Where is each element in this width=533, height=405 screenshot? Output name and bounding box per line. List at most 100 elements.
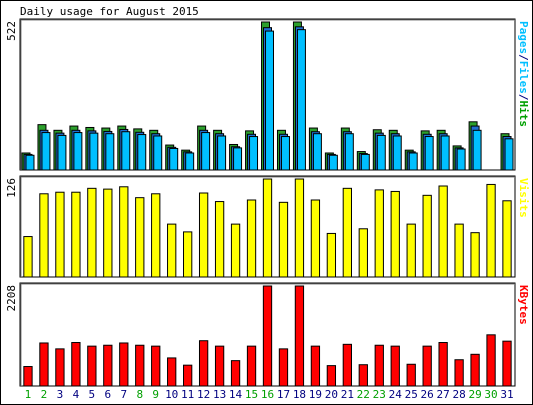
bar-pages-day-6 — [105, 133, 115, 171]
bar-visits-day-29 — [470, 232, 480, 278]
bar-pages-day-14 — [233, 147, 243, 171]
bar-visits-day-28 — [454, 223, 464, 278]
panel-mid: 126 Visits — [5, 175, 530, 278]
bar-visits-day-7 — [119, 186, 129, 278]
bar-kbytes-day-26 — [422, 345, 432, 387]
bar-pages-day-18 — [296, 29, 306, 171]
bar-pages-day-31 — [504, 138, 514, 171]
bar-pages-day-2 — [41, 132, 51, 171]
day-label-25: 25 — [405, 388, 418, 401]
bar-pages-day-5 — [89, 132, 99, 171]
bar-kbytes-day-21 — [342, 343, 352, 387]
day-label-17: 17 — [277, 388, 290, 401]
bar-visits-day-6 — [103, 188, 113, 278]
day-label-23: 23 — [373, 388, 386, 401]
side-label-part: KBytes — [517, 285, 530, 325]
bar-kbytes-day-22 — [358, 364, 368, 387]
day-label-24: 24 — [389, 388, 403, 401]
bar-visits-day-5 — [87, 187, 97, 278]
bar-visits-day-25 — [406, 223, 416, 278]
bar-kbytes-day-6 — [103, 344, 113, 387]
day-label-5: 5 — [89, 388, 96, 401]
day-label-29: 29 — [468, 388, 481, 401]
bar-kbytes-day-7 — [119, 342, 129, 387]
day-label-9: 9 — [152, 388, 159, 401]
bar-kbytes-day-2 — [39, 342, 49, 387]
bar-visits-day-13 — [214, 201, 225, 278]
day-label-26: 26 — [421, 388, 434, 401]
bar-pages-day-27 — [440, 135, 450, 171]
bar-pages-day-26 — [424, 136, 434, 171]
bar-pages-day-20 — [328, 154, 338, 171]
side-label-part: / — [517, 94, 530, 101]
bar-kbytes-day-28 — [454, 359, 464, 387]
day-label-20: 20 — [325, 388, 338, 401]
day-label-31: 31 — [500, 388, 513, 401]
day-label-3: 3 — [57, 388, 64, 401]
bar-pages-day-11 — [185, 152, 195, 171]
bar-kbytes-day-25 — [406, 363, 416, 387]
bar-visits-day-18 — [294, 178, 305, 278]
y-max-label-bot: 2208 — [5, 285, 18, 312]
bar-kbytes-day-10 — [167, 357, 177, 387]
day-label-2: 2 — [41, 388, 48, 401]
bar-kbytes-day-12 — [198, 340, 209, 387]
day-label-16: 16 — [261, 388, 274, 401]
bar-kbytes-day-4 — [71, 342, 81, 387]
day-label-15: 15 — [245, 388, 258, 401]
bar-kbytes-day-20 — [326, 365, 337, 387]
bar-pages-day-15 — [249, 136, 259, 171]
day-label-28: 28 — [452, 388, 465, 401]
bar-pages-day-1 — [25, 154, 35, 171]
side-label-part: Files — [517, 61, 530, 94]
bar-kbytes-day-15 — [246, 345, 257, 387]
bar-kbytes-day-31 — [502, 340, 512, 387]
side-label-bot: KBytes — [517, 285, 530, 325]
bar-visits-day-23 — [374, 189, 384, 278]
bar-pages-day-7 — [121, 131, 131, 171]
bar-visits-day-26 — [422, 194, 432, 278]
bar-pages-day-17 — [280, 136, 290, 171]
bar-visits-day-15 — [246, 199, 257, 278]
panel-bot: 2208 KBytes — [5, 282, 530, 387]
day-label-13: 13 — [213, 388, 226, 401]
bar-visits-day-1 — [23, 236, 33, 278]
day-label-18: 18 — [293, 388, 306, 401]
side-label-top: Pages/Files/Hits — [517, 21, 530, 127]
bar-visits-day-14 — [230, 223, 241, 278]
bar-pages-day-22 — [360, 153, 370, 171]
day-label-22: 22 — [357, 388, 370, 401]
bar-visits-day-10 — [167, 223, 177, 278]
side-label-part: Visits — [517, 178, 530, 218]
bar-visits-day-16 — [262, 178, 273, 278]
day-label-10: 10 — [165, 388, 178, 401]
bar-kbytes-day-24 — [390, 345, 400, 387]
bar-pages-day-9 — [153, 135, 163, 171]
bar-kbytes-day-17 — [278, 348, 289, 387]
day-label-11: 11 — [181, 388, 194, 401]
bar-visits-day-20 — [326, 232, 337, 278]
bar-pages-day-19 — [312, 133, 322, 171]
bar-visits-day-22 — [358, 228, 368, 278]
bar-visits-day-30 — [486, 183, 496, 278]
bar-pages-day-12 — [201, 132, 211, 171]
y-max-label-mid: 126 — [5, 178, 18, 198]
bar-pages-day-4 — [73, 132, 83, 171]
bar-visits-day-4 — [71, 191, 81, 278]
day-label-1: 1 — [25, 388, 32, 401]
bar-pages-day-8 — [137, 134, 147, 171]
day-label-7: 7 — [120, 388, 127, 401]
bar-pages-day-23 — [376, 134, 386, 171]
chart-title: Daily usage for August 2015 — [20, 5, 199, 18]
bar-pages-day-25 — [408, 152, 418, 171]
bar-pages-day-29 — [472, 129, 482, 171]
bar-visits-day-3 — [55, 191, 65, 278]
bar-visits-day-17 — [278, 201, 289, 278]
day-label-14: 14 — [229, 388, 243, 401]
day-label-30: 30 — [484, 388, 497, 401]
bar-kbytes-day-30 — [486, 334, 496, 387]
bar-visits-day-12 — [198, 192, 209, 278]
bar-visits-day-9 — [151, 193, 161, 278]
